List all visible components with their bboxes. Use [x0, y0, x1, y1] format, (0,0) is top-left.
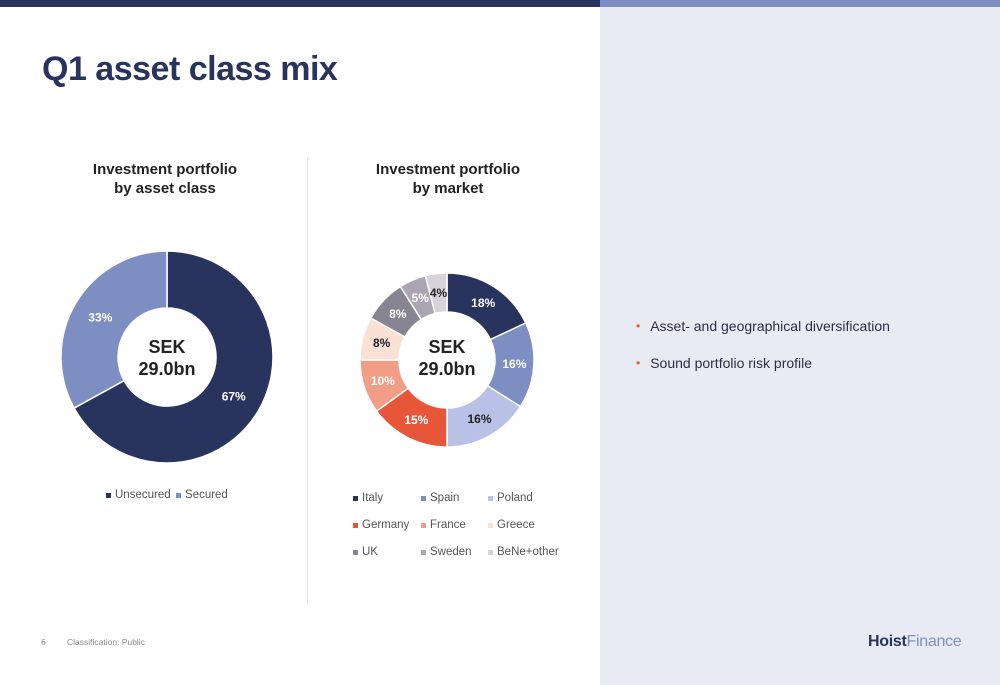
data-label-italy: 18%: [471, 296, 495, 310]
asset-class-chart-title-line2: by asset class: [114, 180, 216, 197]
donut-slice-germany: [375, 387, 448, 448]
legend-label: Poland: [497, 492, 533, 504]
donut-slice-italy: [446, 272, 527, 341]
legend-label: Germany: [362, 519, 410, 531]
bullet-dot-icon: •: [636, 355, 641, 370]
logo-part-finance: Finance: [906, 633, 962, 650]
asset-class-center-label: SEK 29.0bn: [107, 336, 227, 380]
data-label-uk: 8%: [389, 307, 407, 321]
legend-label: Sweden: [430, 546, 472, 558]
key-point-text: Asset- and geographical diversification: [650, 317, 890, 334]
legend-swatch: [176, 492, 181, 498]
donut-slice-uk: [369, 285, 423, 338]
legend-item-secured: Secured: [176, 489, 228, 501]
legend-swatch: [488, 549, 493, 555]
donut-slice-secured: [60, 250, 168, 410]
legend-swatch: [421, 522, 426, 528]
key-point-item: • Asset- and geographical diversificatio…: [636, 316, 890, 335]
market-center-label-line1: SEK: [428, 337, 466, 357]
asset-class-chart-title-line1: Investment portfolio: [92, 161, 238, 178]
legend-item-sweden: Sweden: [421, 546, 472, 558]
legend-item-bene-other: BeNe+other: [488, 546, 559, 558]
key-point-item: • Sound portfolio risk profile: [636, 353, 890, 372]
legend-swatch: [106, 492, 111, 498]
legend-label: UK: [362, 546, 378, 558]
data-label-secured: 33%: [88, 311, 112, 325]
page-number: 6: [41, 637, 46, 647]
legend-item-uk: UK: [353, 546, 378, 558]
page-title: Q1 asset class mix: [42, 50, 338, 88]
asset-class-chart-title: Investment portfolio by asset class: [50, 160, 280, 198]
legend-swatch: [353, 495, 358, 501]
legend-label: Unsecured: [115, 489, 171, 501]
legend-label: Secured: [185, 489, 228, 501]
legend-item-spain: Spain: [421, 492, 459, 504]
legend-item-poland: Poland: [488, 492, 533, 504]
legend-item-germany: Germany: [353, 519, 409, 531]
key-point-text: Sound portfolio risk profile: [650, 354, 813, 371]
legend-label: France: [430, 519, 466, 531]
market-chart-title: Investment portfolio by market: [333, 160, 563, 198]
chart-divider: [307, 157, 308, 605]
legend-label: Greece: [497, 519, 535, 531]
market-center-label: SEK 29.0bn: [387, 336, 507, 380]
legend-item-italy: Italy: [353, 492, 383, 504]
data-label-unsecured: 67%: [222, 389, 246, 403]
legend-label: BeNe+other: [497, 546, 559, 558]
key-points-list: • Asset- and geographical diversificatio…: [636, 316, 890, 390]
top-accent-bar: [0, 0, 600, 7]
data-label-germany: 15%: [404, 413, 428, 427]
donut-slice-bene-other: [424, 272, 448, 315]
legend-swatch: [488, 522, 493, 528]
legend-label: Spain: [430, 492, 460, 504]
legend-swatch: [353, 549, 358, 555]
legend-swatch: [421, 495, 426, 501]
legend-item-unsecured: Unsecured: [106, 489, 171, 501]
asset-class-center-label-line2: 29.0bn: [138, 359, 196, 379]
logo-part-hoist: Hoist: [868, 633, 907, 650]
market-chart-title-line2: by market: [412, 180, 484, 197]
donut-slice-poland: [446, 384, 522, 448]
market-center-label-line2: 29.0bn: [418, 359, 476, 379]
bullet-dot-icon: •: [636, 318, 641, 333]
market-chart-title-line1: Investment portfolio: [375, 161, 521, 178]
data-label-poland: 16%: [468, 412, 492, 426]
legend-swatch: [421, 549, 426, 555]
data-label-bene-other: 4%: [430, 286, 448, 300]
legend-label: Italy: [362, 492, 384, 504]
asset-class-center-label-line1: SEK: [148, 337, 186, 357]
top-accent-bar-right: [600, 0, 1000, 7]
classification-label: Classification: Public: [67, 637, 145, 647]
legend-item-greece: Greece: [488, 519, 535, 531]
donut-slice-sweden: [399, 274, 436, 321]
legend-swatch: [488, 495, 493, 501]
legend-item-france: France: [421, 519, 466, 531]
legend-swatch: [353, 522, 358, 528]
hoist-finance-logo: HoistFinance: [868, 633, 962, 651]
data-label-sweden: 5%: [412, 291, 430, 305]
right-panel: [600, 7, 1000, 685]
